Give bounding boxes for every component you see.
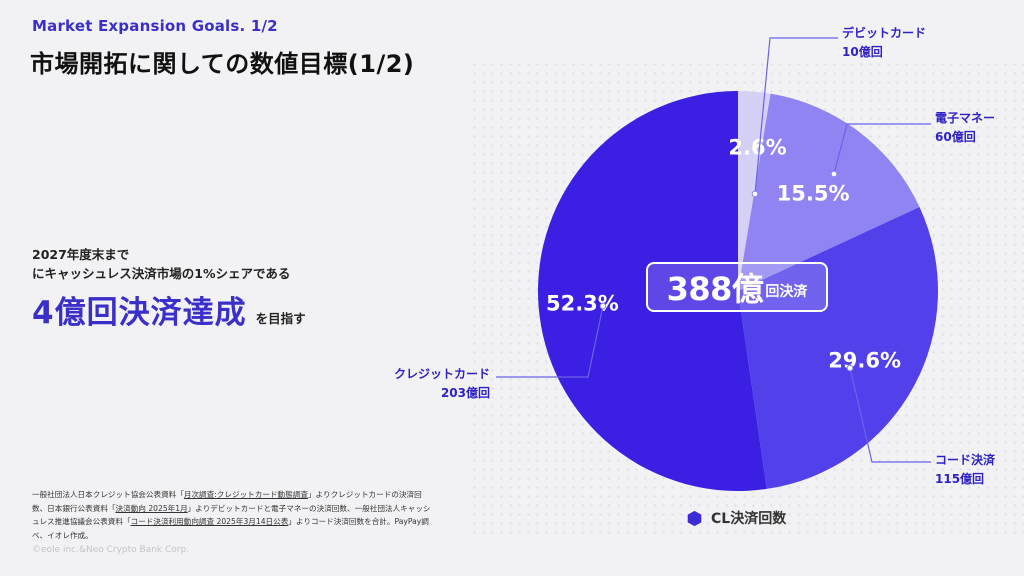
- page-title: 市場開拓に関しての数値目標(1/2): [30, 50, 415, 78]
- goal-suffix: を目指す: [255, 311, 306, 326]
- slice-percent-label-3: 29.6%: [828, 349, 901, 373]
- page-subtitle: Market Expansion Goals. 1/2: [32, 17, 278, 35]
- slice-percent-label-4: 52.3%: [546, 291, 619, 315]
- callout-count-1: 10億回: [842, 44, 883, 59]
- footnote-text-2: 」よりクレジットカードの決済回数、日本銀行公表資料「: [32, 490, 422, 513]
- chart-total-value: 388億: [666, 270, 764, 308]
- leader-line-1: [754, 37, 838, 195]
- goal-headline: 4億回決済達成: [32, 295, 247, 331]
- footnote-text-1: 一般社団法人日本クレジット協会公表資料「: [32, 490, 184, 499]
- pie-slice-3: [738, 206, 938, 489]
- goal-line-1: 2027年度末まで: [32, 247, 130, 262]
- slice-percent-label-1: 2.6%: [728, 135, 786, 159]
- footnote-text-3: 」よりデビットカードと電子マネーの決済回数、一般社団法人キャッシュレス推進協議会…: [32, 503, 431, 527]
- callout-count-2: 60億回: [935, 129, 976, 144]
- leader-dot-1: [751, 190, 759, 198]
- hexagon-icon: [687, 510, 702, 526]
- leader-line-3: [849, 367, 931, 463]
- callout-count-3: 115億回: [935, 471, 984, 486]
- footnote-text-4: 」よりコード決済回数を合計。PayPay調べ、イオレ作成。: [32, 517, 429, 540]
- leader-line-2: [833, 123, 931, 175]
- leader-dot-2: [830, 170, 838, 178]
- goal-statement: 2027年度末まで にキャッシュレス決済市場の1%シェアである 4億回決済達成 …: [32, 245, 306, 332]
- callout-category-3: コード決済: [935, 452, 996, 467]
- copyright: ©eole inc.&Neo Crypto Bank Corp.: [32, 545, 190, 555]
- leader-line-4: [496, 305, 604, 378]
- goal-line-2: にキャッシュレス決済市場の1%シェアである: [32, 266, 291, 281]
- goal-main: 4億回決済達成 を目指す: [32, 287, 306, 332]
- callout-category-4: クレジットカード: [394, 367, 490, 381]
- chart-total-box: 388億 回決済: [646, 262, 828, 312]
- slice-percent-label-2: 15.5%: [777, 181, 850, 205]
- leader-dot-3: [846, 364, 854, 372]
- legend-label: CL決済回数: [711, 511, 787, 527]
- callout-count-4: 203億回: [441, 385, 490, 400]
- source-footnote: 一般社団法人日本クレジット協会公表資料「月次調査:クレジットカード動態調査」より…: [32, 488, 432, 542]
- callout-category-1: デビットカード: [842, 25, 926, 40]
- leader-dot-4: [599, 302, 607, 310]
- callout-category-2: 電子マネー: [935, 111, 995, 125]
- chart-total-unit: 回決済: [765, 284, 808, 300]
- chart-legend: CL決済回数: [686, 508, 786, 528]
- footnote-link-boj[interactable]: 決済動向 2025年1月: [115, 503, 188, 513]
- footnote-link-code[interactable]: コード決済利用動向調査 2025年3月14日公表: [130, 517, 289, 526]
- pie-slice-2: [738, 93, 920, 291]
- pie-slice-4: [538, 91, 767, 491]
- footnote-link-credit[interactable]: 月次調査:クレジットカード動態調査: [183, 490, 308, 499]
